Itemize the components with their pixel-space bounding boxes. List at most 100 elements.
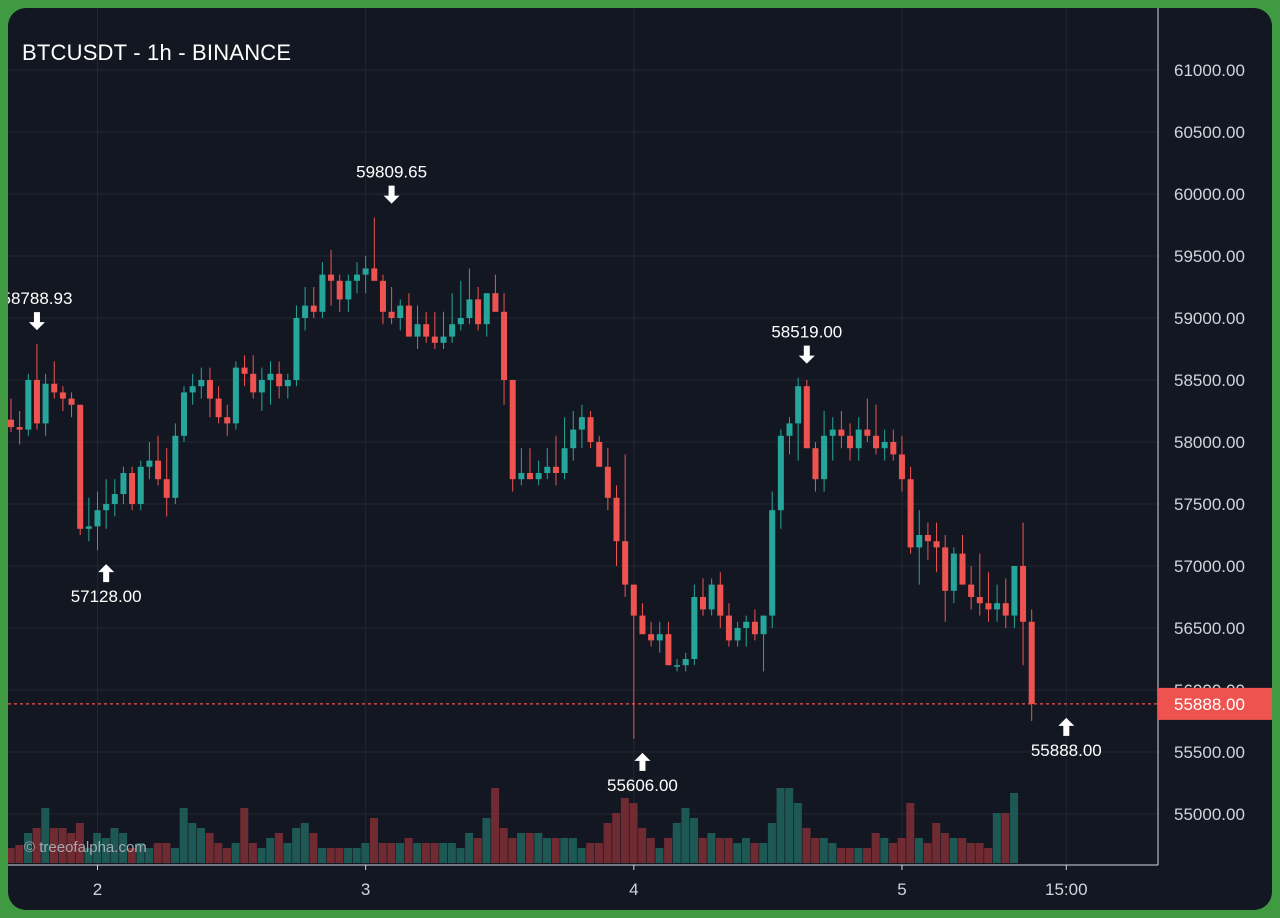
candle-body[interactable] (111, 494, 118, 504)
candle-body[interactable] (985, 603, 992, 610)
candle-body[interactable] (129, 473, 136, 504)
candle-body[interactable] (682, 659, 689, 666)
candle-body[interactable] (527, 473, 533, 480)
candle-body[interactable] (812, 448, 819, 480)
candle-body[interactable] (639, 615, 646, 635)
candle-body[interactable] (224, 417, 231, 424)
candle-body[interactable] (561, 448, 568, 473)
candle-body[interactable] (68, 398, 75, 405)
candle-body[interactable] (1002, 603, 1009, 616)
candle-body[interactable] (59, 392, 66, 399)
candle-body[interactable] (501, 311, 508, 380)
candle-body[interactable] (630, 584, 637, 616)
candle-body[interactable] (734, 628, 741, 641)
candle-body[interactable] (864, 429, 871, 436)
candle-body[interactable] (578, 417, 585, 430)
candle-body[interactable] (743, 621, 750, 628)
candle-body[interactable] (155, 460, 162, 480)
candle-body[interactable] (552, 466, 559, 473)
candle-body[interactable] (371, 268, 378, 281)
candle-body[interactable] (94, 510, 101, 527)
candle-body[interactable] (873, 435, 879, 449)
candle-body[interactable] (821, 435, 828, 480)
candle-body[interactable] (276, 373, 283, 387)
candle-body[interactable] (656, 634, 663, 641)
candle-body[interactable] (1028, 621, 1035, 704)
candle-body[interactable] (33, 380, 40, 424)
candle-body[interactable] (215, 398, 222, 418)
candle-body[interactable] (786, 423, 793, 436)
candle-body[interactable] (665, 634, 672, 666)
candle-body[interactable] (596, 442, 603, 467)
candle-body[interactable] (405, 305, 412, 337)
candle-body[interactable] (518, 473, 525, 480)
candle-body[interactable] (994, 603, 1001, 610)
candle-body[interactable] (198, 380, 205, 387)
candle-body[interactable] (8, 419, 14, 428)
candle-body[interactable] (959, 553, 966, 585)
candle-body[interactable] (181, 392, 187, 436)
candle-body[interactable] (881, 442, 888, 449)
candle-body[interactable] (328, 274, 335, 281)
candle-body[interactable] (933, 541, 940, 548)
candle-body[interactable] (907, 479, 914, 548)
candle-body[interactable] (51, 383, 58, 393)
candle-body[interactable] (302, 305, 309, 318)
candle-body[interactable] (103, 504, 110, 511)
candle-body[interactable] (976, 597, 983, 604)
candle-body[interactable] (492, 293, 499, 312)
candle-body[interactable] (379, 280, 386, 312)
candle-body[interactable] (968, 584, 975, 597)
candle-body[interactable] (916, 535, 923, 548)
candlestick-chart[interactable]: 61000.00 60500.00 60000.00 59500.00 59000.00… (8, 8, 1272, 910)
candle-body[interactable] (449, 324, 456, 337)
candle-body[interactable] (336, 280, 343, 300)
candle-body[interactable] (829, 429, 836, 436)
candle-body[interactable] (250, 373, 257, 393)
candle-body[interactable] (1011, 566, 1018, 616)
candle-body[interactable] (241, 367, 248, 374)
candle-body[interactable] (570, 429, 577, 449)
candle-body[interactable] (146, 460, 153, 467)
candle-body[interactable] (172, 435, 179, 498)
candle-body[interactable] (85, 526, 92, 529)
candle-body[interactable] (1020, 566, 1027, 622)
candle-body[interactable] (42, 383, 49, 424)
candle-body[interactable] (700, 597, 706, 610)
candle-body[interactable] (232, 367, 239, 424)
candle-body[interactable] (674, 665, 681, 667)
candle-body[interactable] (284, 380, 291, 387)
candle-body[interactable] (587, 417, 594, 442)
candle-body[interactable] (725, 615, 732, 641)
candle-body[interactable] (544, 466, 551, 473)
candle-body[interactable] (293, 318, 300, 380)
candle-body[interactable] (414, 324, 421, 337)
candle-body[interactable] (691, 597, 698, 659)
candle-body[interactable] (924, 535, 931, 542)
candle-body[interactable] (345, 280, 352, 300)
candle-body[interactable] (483, 293, 490, 325)
candle-body[interactable] (319, 274, 326, 312)
candle-body[interactable] (795, 386, 802, 424)
candle-body[interactable] (267, 373, 274, 380)
candle-body[interactable] (354, 274, 360, 281)
candle-body[interactable] (466, 299, 473, 318)
candle-body[interactable] (163, 479, 170, 498)
candle-body[interactable] (475, 299, 482, 325)
candle-body[interactable] (855, 429, 862, 449)
candle-body[interactable] (137, 466, 144, 504)
candle-body[interactable] (189, 386, 196, 393)
candle-body[interactable] (457, 318, 464, 325)
candle-body[interactable] (16, 427, 23, 430)
candle-body[interactable] (613, 497, 620, 542)
candle-body[interactable] (717, 584, 724, 616)
candle-body[interactable] (362, 268, 369, 275)
candle-body[interactable] (769, 510, 776, 616)
candle-body[interactable] (950, 553, 957, 591)
candle-body[interactable] (898, 454, 905, 480)
candle-body[interactable] (751, 621, 758, 635)
candle-body[interactable] (890, 442, 897, 455)
candle-body[interactable] (25, 380, 32, 430)
candle-body[interactable] (604, 466, 611, 498)
candle-body[interactable] (388, 311, 395, 318)
